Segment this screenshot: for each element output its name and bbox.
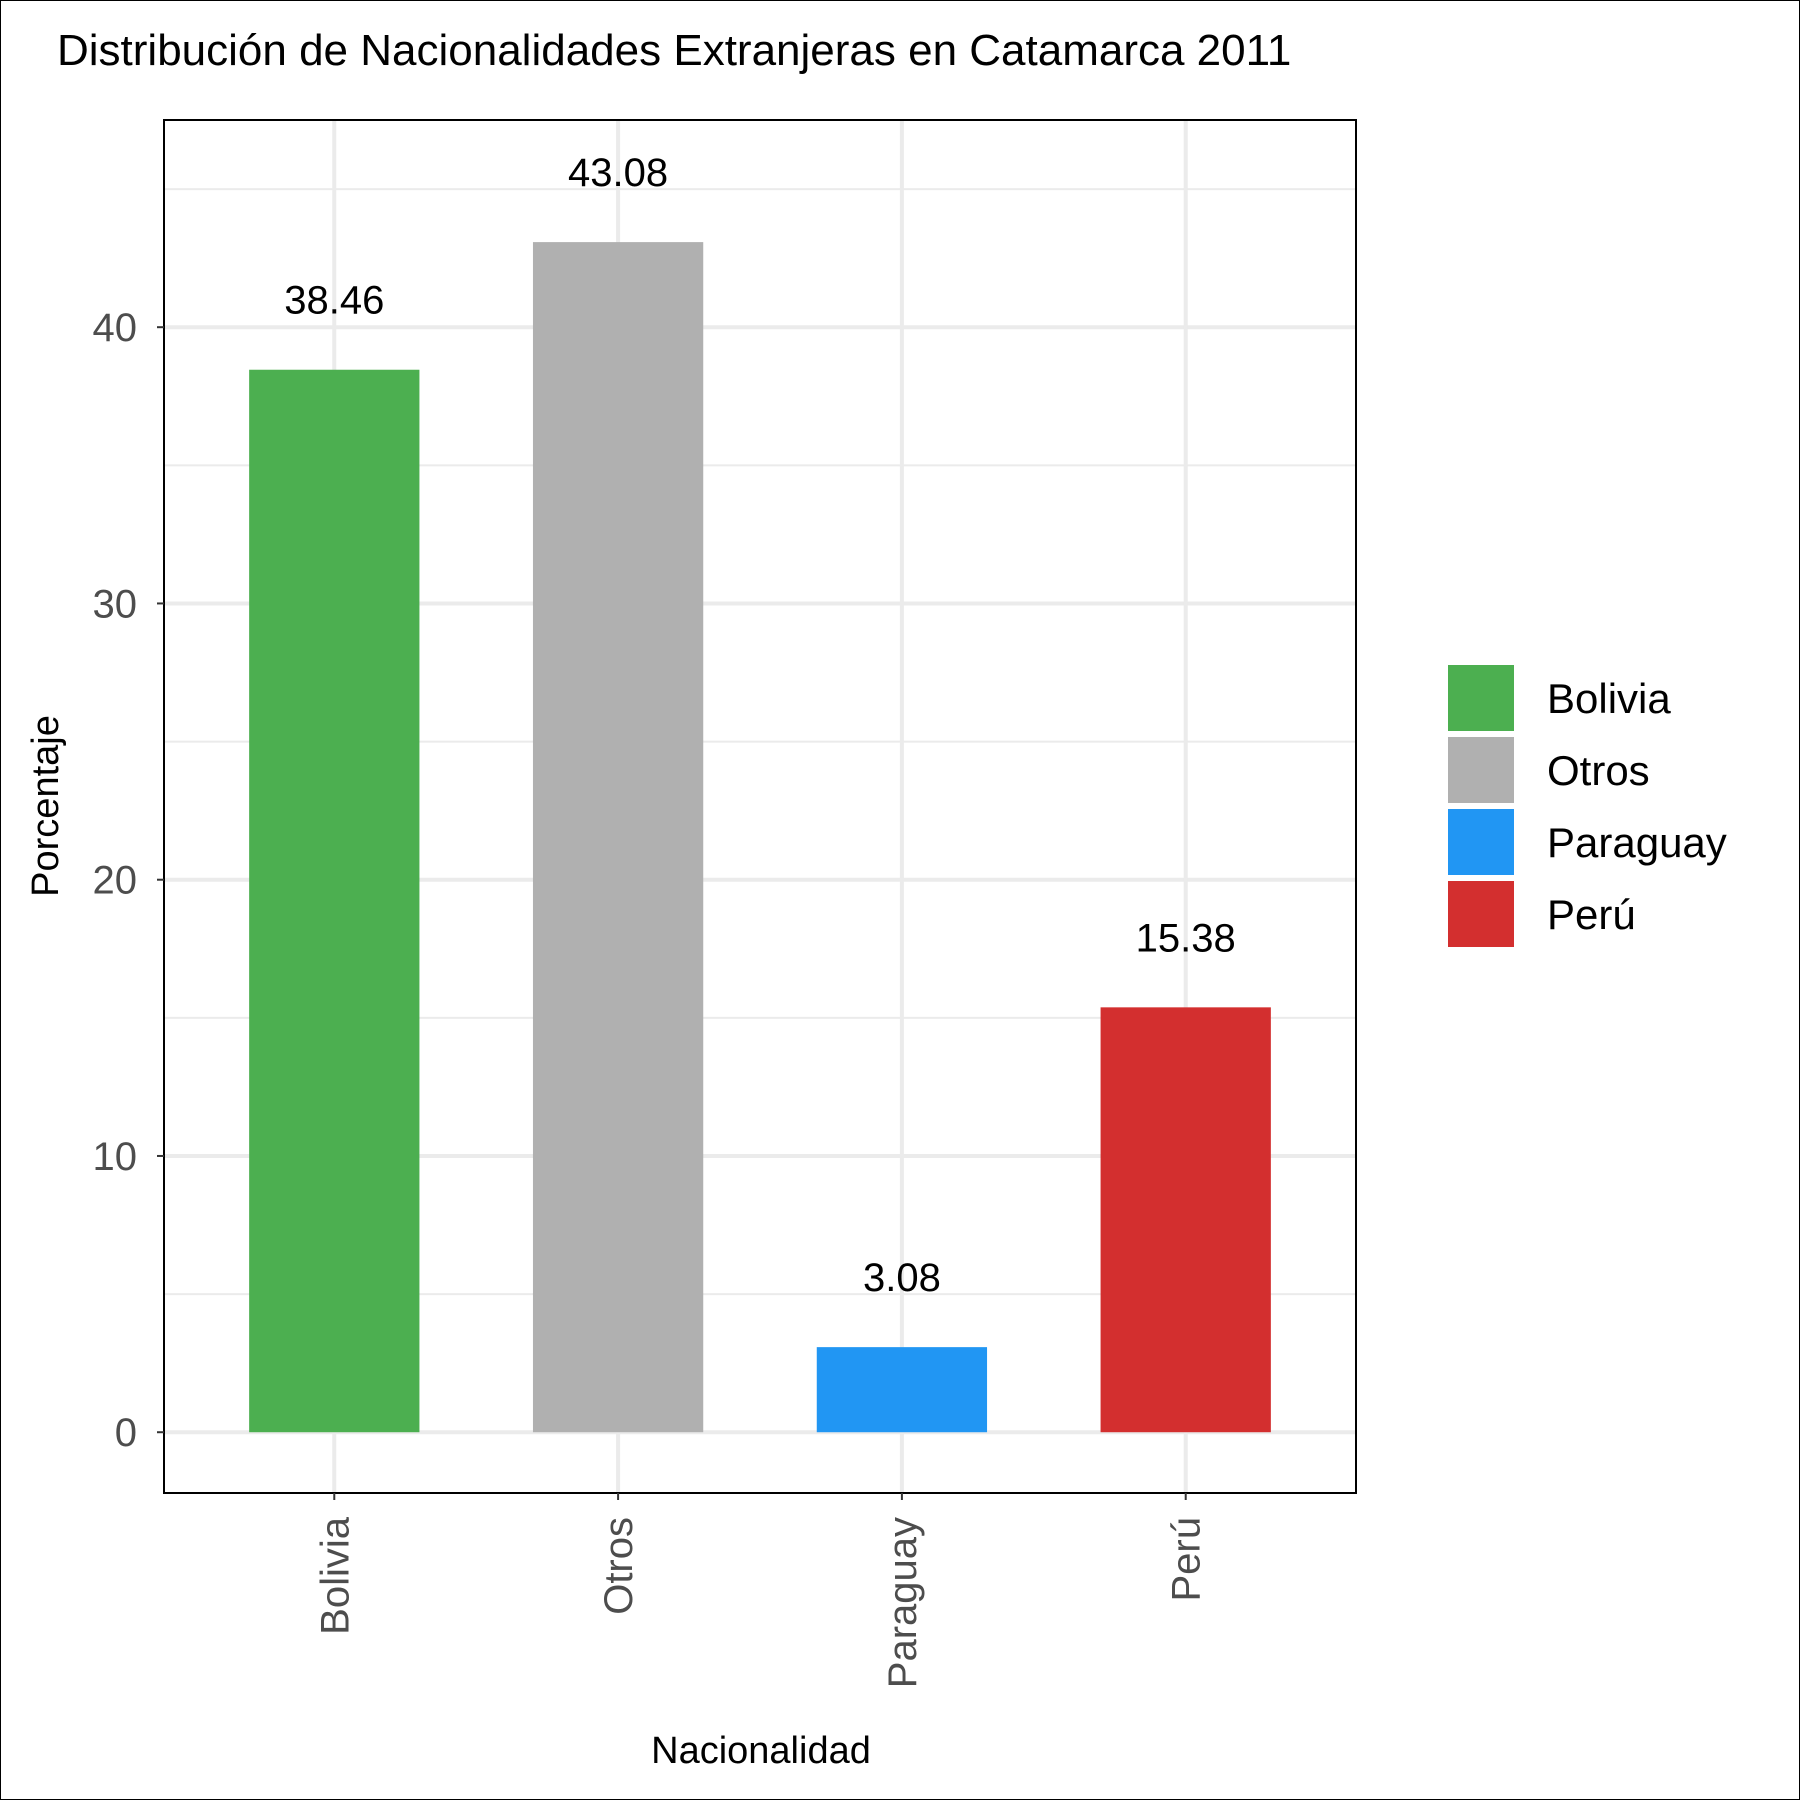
x-tick-label: Otros <box>597 1517 641 1615</box>
y-tick-label: 10 <box>93 1135 138 1179</box>
y-tick-label: 20 <box>93 859 138 903</box>
x-axis: Bolivia Otros Paraguay Perú <box>313 1493 1209 1688</box>
legend-swatch <box>1448 881 1514 947</box>
bar-otros <box>532 242 704 1433</box>
data-label: 15.38 <box>1136 916 1236 960</box>
data-labels: 38.46 43.08 3.08 15.38 <box>284 151 1236 1300</box>
bars <box>249 242 1271 1433</box>
x-tick-label: Bolivia <box>313 1516 357 1635</box>
y-axis-title: Porcentaje <box>25 715 67 897</box>
x-tick-label: Perú <box>1165 1517 1209 1602</box>
x-tick-label: Paraguay <box>881 1517 925 1688</box>
x-axis-title: Nacionalidad <box>651 1730 871 1772</box>
legend-swatch <box>1448 665 1514 731</box>
y-tick-label: 0 <box>115 1411 137 1455</box>
data-label: 38.46 <box>284 279 384 323</box>
bar-per- <box>1100 1007 1271 1433</box>
legend-label: Bolivia <box>1547 675 1671 722</box>
legend-swatch <box>1448 737 1514 803</box>
legend-swatch <box>1448 809 1514 875</box>
legend: Bolivia Otros Paraguay Perú <box>1448 665 1727 947</box>
chart-title: Distribución de Nacionalidades Extranjer… <box>57 26 1291 75</box>
data-label: 3.08 <box>863 1256 941 1300</box>
y-tick-label: 30 <box>93 582 138 626</box>
legend-label: Paraguay <box>1547 819 1727 866</box>
bar-paraguay <box>816 1347 988 1433</box>
legend-label: Perú <box>1547 891 1636 938</box>
data-label: 43.08 <box>568 151 668 195</box>
plot-border <box>163 119 1357 1494</box>
bar-bolivia <box>249 369 420 1433</box>
y-tick-label: 40 <box>93 306 138 350</box>
legend-label: Otros <box>1547 747 1650 794</box>
y-axis: 0 10 20 30 40 <box>93 306 164 1455</box>
